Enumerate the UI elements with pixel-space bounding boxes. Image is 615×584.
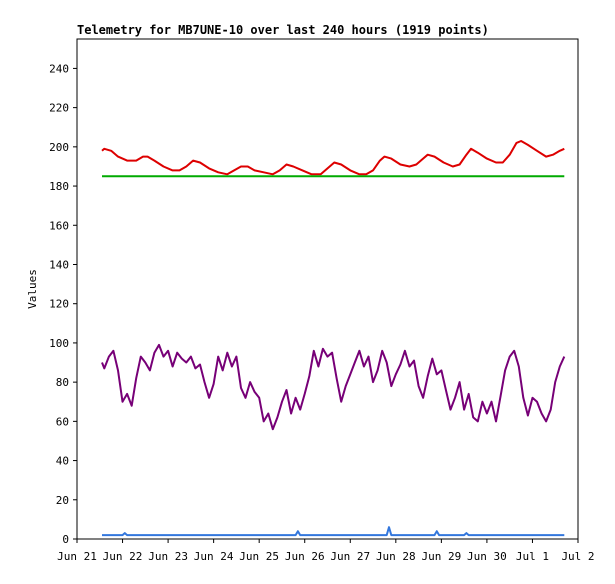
series-line-3	[102, 526, 565, 537]
y-tick-label: 220	[49, 102, 69, 115]
x-tick-label: Jun 21	[57, 550, 97, 563]
y-tick-label: 40	[56, 455, 69, 468]
chart-title: Telemetry for MB7UNE-10 over last 240 ho…	[77, 23, 489, 37]
y-tick-label: 140	[49, 258, 69, 271]
y-tick-label: 240	[49, 62, 69, 75]
y-tick-label: 20	[56, 494, 69, 507]
y-tick-label: 180	[49, 180, 69, 193]
plot-frame	[76, 38, 579, 540]
x-tick-label: Jun 24	[194, 550, 234, 563]
x-axis-ticks: Jun 21 Jun 22 Jun 23 Jun 24 Jun 25 Jun 26 Jun …	[57, 539, 595, 563]
series-line-2	[101, 343, 566, 431]
y-tick-label: 100	[49, 337, 69, 350]
x-tick-label: Jul 2	[561, 550, 594, 563]
y-axis-ticks: 0 20 40 60 80 100 120 140 160 180 200 220 240	[49, 62, 77, 546]
y-axis-label: Values	[26, 269, 39, 309]
y-tick-label: 200	[49, 141, 69, 154]
x-tick-label: Jun 22	[103, 550, 143, 563]
x-tick-label: Jun 23	[148, 550, 188, 563]
x-tick-label: Jun 27	[330, 550, 370, 563]
x-tick-label: Jun 26	[285, 550, 325, 563]
x-tick-label: Jul 1	[516, 550, 549, 563]
series-line-0	[101, 140, 565, 176]
y-tick-label: 120	[49, 298, 69, 311]
x-tick-label: Jun 25	[239, 550, 279, 563]
x-tick-label: Jun 28	[376, 550, 416, 563]
y-tick-label: 160	[49, 219, 69, 232]
y-tick-label: 0	[62, 533, 69, 546]
y-tick-label: 80	[56, 376, 69, 389]
y-tick-label: 60	[56, 415, 69, 428]
x-tick-label: Jun 30	[467, 550, 507, 563]
x-tick-label: Jun 29	[421, 550, 461, 563]
series-layer	[101, 140, 566, 537]
